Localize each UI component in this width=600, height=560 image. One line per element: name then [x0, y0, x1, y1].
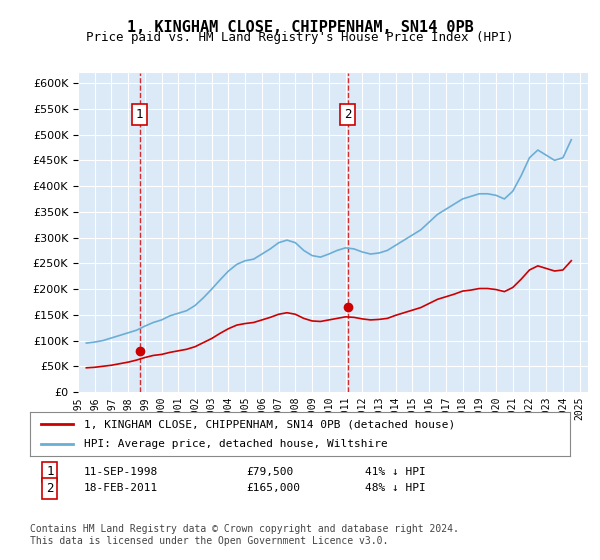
Text: 48% ↓ HPI: 48% ↓ HPI	[365, 483, 425, 493]
Text: Contains HM Land Registry data © Crown copyright and database right 2024.
This d: Contains HM Land Registry data © Crown c…	[30, 524, 459, 546]
Text: 1, KINGHAM CLOSE, CHIPPENHAM, SN14 0PB (detached house): 1, KINGHAM CLOSE, CHIPPENHAM, SN14 0PB (…	[84, 419, 455, 429]
Text: 41% ↓ HPI: 41% ↓ HPI	[365, 467, 425, 477]
Text: £79,500: £79,500	[246, 467, 293, 477]
Text: 18-FEB-2011: 18-FEB-2011	[84, 483, 158, 493]
Text: 2: 2	[46, 482, 54, 495]
Text: 11-SEP-1998: 11-SEP-1998	[84, 467, 158, 477]
Text: 1: 1	[136, 108, 143, 121]
Text: 2: 2	[344, 108, 351, 121]
Text: Price paid vs. HM Land Registry's House Price Index (HPI): Price paid vs. HM Land Registry's House …	[86, 31, 514, 44]
Text: £165,000: £165,000	[246, 483, 300, 493]
Text: 1: 1	[46, 465, 54, 478]
Text: 1, KINGHAM CLOSE, CHIPPENHAM, SN14 0PB: 1, KINGHAM CLOSE, CHIPPENHAM, SN14 0PB	[127, 20, 473, 35]
Text: HPI: Average price, detached house, Wiltshire: HPI: Average price, detached house, Wilt…	[84, 439, 388, 449]
